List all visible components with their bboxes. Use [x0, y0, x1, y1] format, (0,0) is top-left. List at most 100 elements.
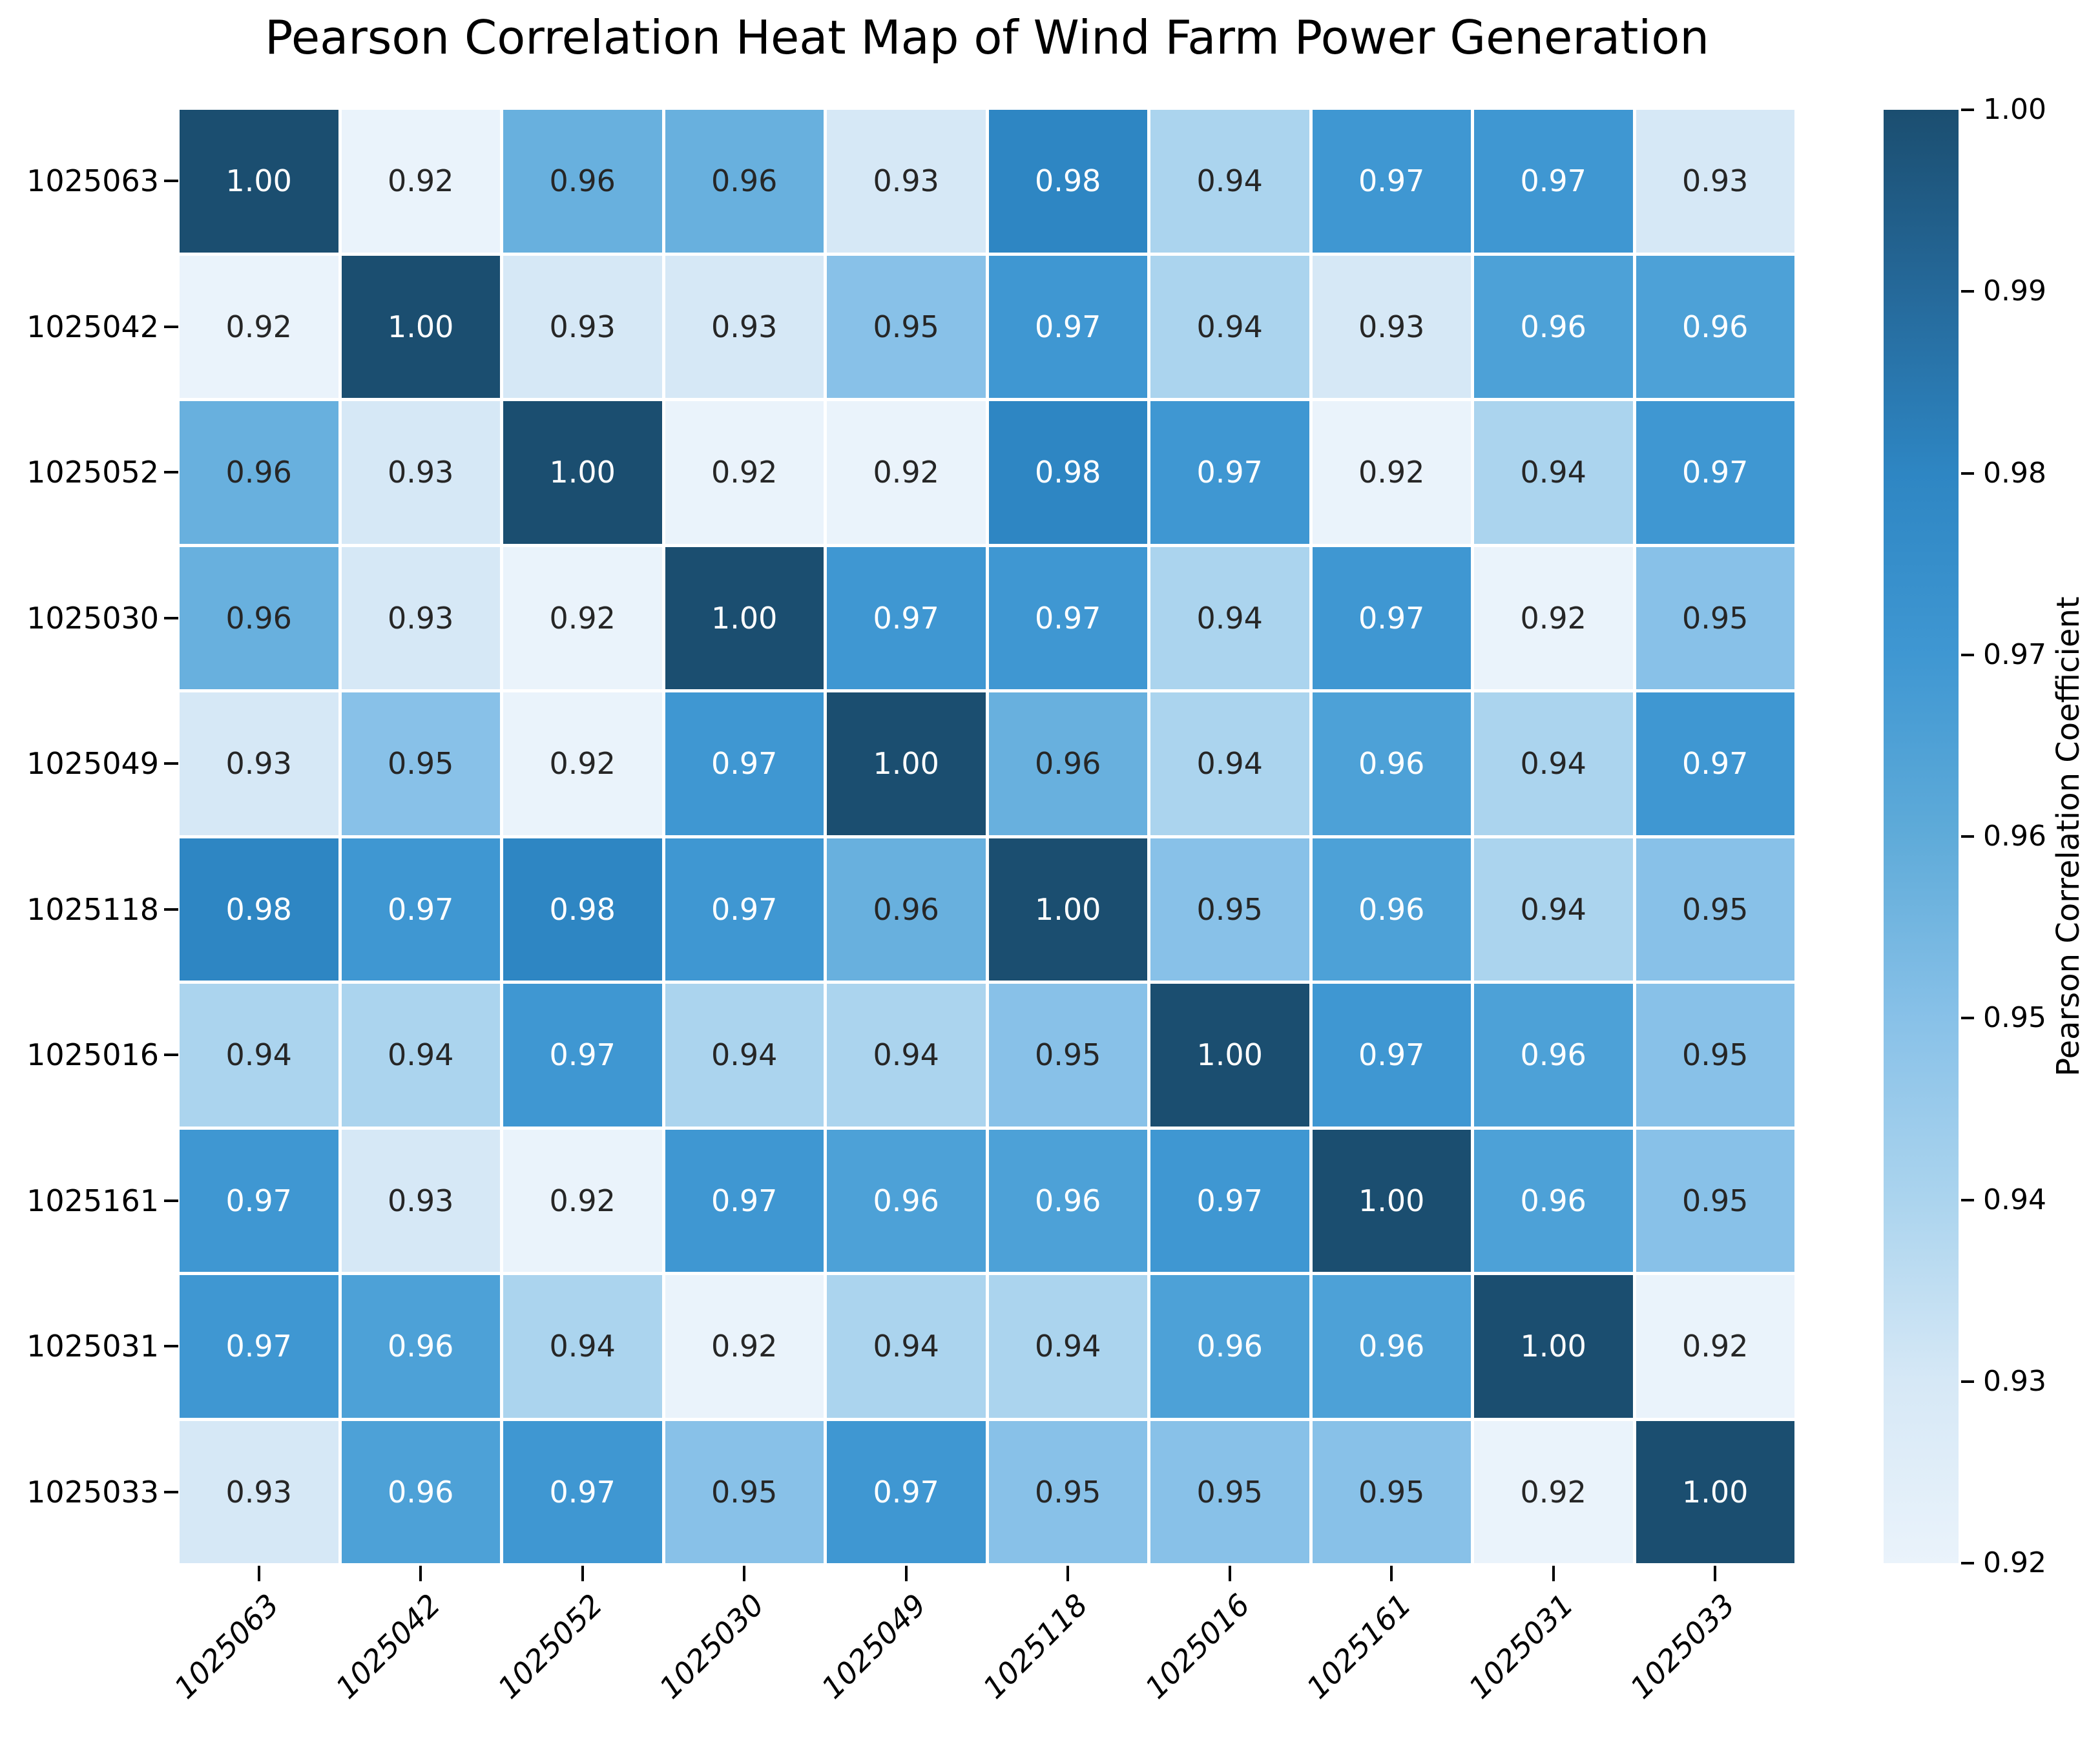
heatmap-cell: 0.97	[503, 1420, 662, 1563]
heatmap-cell: 0.97	[1312, 110, 1471, 253]
heatmap-cell: 0.94	[1474, 401, 1633, 544]
heatmap-cell: 0.92	[827, 401, 986, 544]
y-axis-tick	[164, 180, 178, 183]
colorbar	[1884, 110, 1959, 1563]
x-tick-label: 1025063	[167, 1587, 286, 1706]
x-axis-tick	[904, 1566, 908, 1581]
colorbar-tick	[1961, 835, 1974, 838]
heatmap-cell: 0.96	[180, 546, 338, 689]
colorbar-tick	[1961, 1380, 1974, 1383]
colorbar-tick	[1961, 1017, 1974, 1020]
x-axis-tick	[743, 1566, 746, 1581]
heatmap-cell: 1.00	[1312, 1129, 1471, 1272]
y-axis-tick	[164, 762, 178, 765]
heatmap-cell: 0.94	[503, 1275, 662, 1418]
heatmap-grid: 1.00 0.92 0.96 0.96 0.93 0.98 0.94 0.97 0.97 0.93…	[180, 110, 1794, 1563]
heatmap-cell: 0.94	[180, 984, 338, 1127]
heatmap-cell: 0.96	[1474, 1129, 1633, 1272]
y-tick-label: 1025118	[26, 891, 159, 927]
x-axis-tick	[1066, 1566, 1070, 1581]
heatmap-cell: 0.94	[827, 1275, 986, 1418]
heatmap-cell: 0.96	[341, 1420, 500, 1563]
y-axis-tick	[164, 1345, 178, 1348]
heatmap-cell: 0.92	[503, 1129, 662, 1272]
heatmap-cell: 0.96	[1474, 255, 1633, 398]
x-tick-label: 1025049	[815, 1587, 933, 1706]
y-tick-label: 1025016	[26, 1037, 159, 1073]
x-tick-label: 1025042	[329, 1587, 448, 1706]
heatmap-cell: 0.94	[988, 1275, 1147, 1418]
heatmap-cell: 1.00	[665, 546, 824, 689]
heatmap-cell: 0.98	[180, 838, 338, 981]
colorbar-tick	[1961, 472, 1974, 475]
heatmap-cell: 0.92	[1474, 546, 1633, 689]
heatmap-cell: 0.97	[1474, 110, 1633, 253]
heatmap-cell: 0.97	[503, 984, 662, 1127]
x-axis-tick	[1390, 1566, 1393, 1581]
heatmap-cell: 0.97	[665, 838, 824, 981]
x-axis-tick	[257, 1566, 260, 1581]
heatmap-cell: 0.97	[1636, 692, 1794, 835]
colorbar-tick	[1961, 1562, 1974, 1564]
x-axis-tick	[581, 1566, 584, 1581]
heatmap-cell: 0.97	[1312, 984, 1471, 1127]
heatmap-cell: 0.97	[665, 692, 824, 835]
heatmap-cell: 1.00	[1474, 1275, 1633, 1418]
heatmap-cell: 0.97	[1150, 401, 1309, 544]
heatmap-cell: 0.92	[341, 110, 500, 253]
heatmap-cell: 1.00	[180, 110, 338, 253]
heatmap-cell: 0.96	[1312, 692, 1471, 835]
heatmap-cell: 0.98	[503, 838, 662, 981]
colorbar-tick	[1961, 653, 1974, 656]
colorbar-tick-label: 1.00	[1983, 93, 2046, 126]
heatmap-cell: 0.97	[341, 838, 500, 981]
x-axis-tick	[419, 1566, 422, 1581]
heatmap-cell: 0.96	[827, 1129, 986, 1272]
heatmap-cell: 0.97	[180, 1275, 338, 1418]
heatmap-cell: 0.97	[1150, 1129, 1309, 1272]
y-tick-label: 1025049	[26, 746, 159, 782]
y-axis-tick	[164, 471, 178, 474]
heatmap-cell: 0.93	[1312, 255, 1471, 398]
heatmap-cell: 1.00	[341, 255, 500, 398]
chart-title: Pearson Correlation Heat Map of Wind Far…	[264, 10, 1709, 65]
heatmap-cell: 0.95	[988, 984, 1147, 1127]
y-tick-label: 1025063	[26, 163, 159, 199]
heatmap-cell: 0.95	[988, 1420, 1147, 1563]
colorbar-tick-label: 0.93	[1983, 1364, 2046, 1398]
colorbar-tick-label: 0.99	[1983, 275, 2046, 308]
colorbar-tick-label: 0.95	[1983, 1001, 2046, 1035]
heatmap-cell: 0.97	[665, 1129, 824, 1272]
y-axis-tick	[164, 908, 178, 911]
heatmap-cell: 0.94	[665, 984, 824, 1127]
heatmap-cell: 0.95	[827, 255, 986, 398]
heatmap-cell: 0.96	[341, 1275, 500, 1418]
heatmap-cell: 0.96	[1474, 984, 1633, 1127]
x-tick-label: 1025161	[1300, 1587, 1419, 1706]
colorbar-tick-label: 0.92	[1983, 1546, 2046, 1579]
heatmap-cell: 0.93	[341, 546, 500, 689]
heatmap-cell: 0.96	[180, 401, 338, 544]
heatmap-cell: 0.95	[665, 1420, 824, 1563]
heatmap-cell: 0.93	[827, 110, 986, 253]
colorbar-tick	[1961, 1198, 1974, 1201]
heatmap-cell: 0.93	[180, 692, 338, 835]
y-tick-label: 1025052	[26, 455, 159, 490]
heatmap-cell: 0.97	[827, 1420, 986, 1563]
heatmap-cell: 0.97	[988, 546, 1147, 689]
y-axis-tick	[164, 325, 178, 328]
heatmap-cell: 0.93	[341, 401, 500, 544]
heatmap-cell: 0.95	[1636, 984, 1794, 1127]
heatmap-cell: 0.96	[988, 692, 1147, 835]
heatmap-cell: 0.92	[665, 401, 824, 544]
heatmap-cell: 0.94	[1474, 838, 1633, 981]
colorbar-tick-label: 0.96	[1983, 820, 2046, 853]
heatmap-cell: 0.95	[1636, 546, 1794, 689]
heatmap-cell: 0.93	[1636, 110, 1794, 253]
heatmap-cell: 0.94	[1150, 546, 1309, 689]
heatmap-cell: 0.96	[827, 838, 986, 981]
heatmap-cell: 0.92	[1474, 1420, 1633, 1563]
heatmap-cell: 0.97	[1636, 401, 1794, 544]
heatmap-cell: 0.93	[503, 255, 662, 398]
heatmap-cell: 0.96	[1312, 838, 1471, 981]
